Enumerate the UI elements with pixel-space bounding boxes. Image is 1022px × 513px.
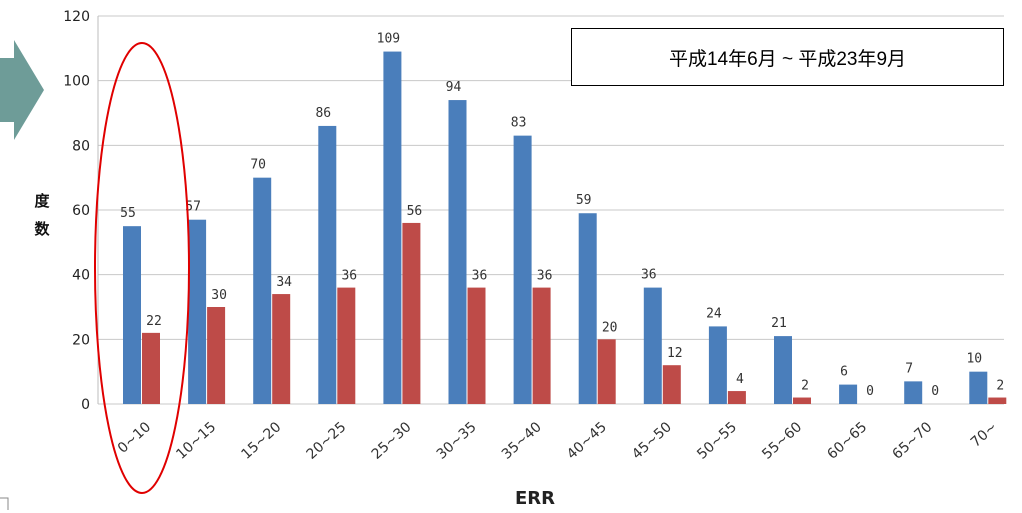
data-label-s2-12: 0 (931, 384, 939, 399)
y-tick-label-20: 20 (72, 332, 90, 348)
data-label-s2-10: 2 (801, 379, 809, 394)
data-label-s2-4: 56 (407, 204, 423, 219)
highlight-ellipse (94, 42, 190, 494)
bar-s1-5 (448, 100, 467, 405)
data-label-s1-9: 24 (706, 306, 722, 321)
bar-s2-10 (793, 397, 811, 404)
y-tick-label-40: 40 (72, 268, 90, 284)
y-axis-label-char-1: 度 (34, 192, 50, 210)
x-tick-label-1: 10~15 (173, 419, 219, 463)
bar-s1-4 (383, 51, 402, 405)
y-axis-label-char-2: 数 (34, 220, 50, 238)
data-label-s2-11: 0 (866, 384, 874, 399)
data-label-s1-4: 109 (377, 32, 400, 47)
bar-s1-13 (969, 371, 988, 404)
data-label-s2-2: 34 (276, 275, 292, 290)
data-label-s1-3: 86 (315, 106, 331, 121)
corner-mark (0, 497, 9, 510)
data-label-s2-5: 36 (472, 269, 488, 284)
x-tick-label-4: 25~30 (369, 419, 415, 463)
bar-s2-2 (272, 294, 291, 404)
x-tick-label-0: 0~10 (115, 419, 154, 457)
data-label-s2-7: 20 (602, 320, 618, 335)
x-tick-label-5: 30~35 (434, 419, 480, 463)
x-tick-label-12: 65~70 (889, 419, 935, 463)
date-range-text: 平成14年6月 ~ 平成23年9月 (668, 48, 907, 70)
y-tick-label-80: 80 (72, 138, 90, 154)
data-label-s1-13: 10 (966, 352, 982, 367)
bar-s1-8 (643, 287, 662, 404)
bar-s2-6 (532, 287, 551, 404)
bar-s1-6 (513, 135, 532, 404)
data-label-s1-6: 83 (511, 116, 527, 131)
x-tick-label-11: 60~65 (824, 419, 870, 463)
bar-s2-9 (727, 391, 746, 404)
data-label-s1-10: 21 (771, 316, 787, 331)
bar-s2-3 (337, 287, 356, 404)
data-label-s2-8: 12 (667, 346, 683, 361)
data-label-s1-1: 57 (185, 200, 201, 215)
date-range-annotation: 平成14年6月 ~ 平成23年9月 (571, 28, 1004, 86)
x-tick-label-3: 20~25 (304, 419, 350, 463)
data-label-s1-11: 6 (840, 365, 848, 380)
bar-s1-2 (253, 177, 272, 404)
x-tick-label-7: 40~45 (564, 419, 610, 463)
x-tick-label-10: 55~60 (759, 419, 805, 463)
data-label-s2-0: 22 (146, 314, 162, 329)
bar-s2-13 (988, 397, 1007, 404)
data-label-s1-5: 94 (446, 80, 462, 95)
x-tick-label-8: 45~50 (629, 419, 675, 463)
bar-s1-7 (578, 213, 597, 404)
data-label-s1-0: 55 (120, 206, 136, 221)
bar-s1-3 (318, 125, 337, 404)
bar-s1-12 (904, 381, 923, 404)
data-label-s2-3: 36 (341, 269, 357, 284)
x-tick-label-6: 35~40 (499, 419, 545, 463)
bar-s2-7 (597, 339, 616, 404)
x-tick-label-13: 70~ (968, 419, 1001, 451)
data-label-s2-1: 30 (211, 288, 227, 303)
data-label-s2-9: 4 (736, 372, 744, 387)
y-tick-label-60: 60 (72, 203, 90, 219)
data-label-s1-2: 70 (250, 158, 266, 173)
bar-s1-0 (123, 226, 141, 404)
data-label-s2-6: 36 (537, 269, 553, 284)
x-tick-label-2: 15~20 (238, 419, 284, 463)
y-tick-label-100: 100 (63, 74, 90, 90)
bar-s2-4 (402, 222, 421, 404)
bar-s1-11 (839, 384, 858, 404)
left-arrow-icon (0, 40, 44, 140)
data-label-s1-12: 7 (905, 361, 913, 376)
bar-s2-5 (467, 287, 486, 404)
y-tick-label-0: 0 (81, 397, 90, 413)
data-label-s2-13: 2 (996, 379, 1004, 394)
bar-s1-10 (774, 336, 792, 404)
bar-s2-8 (662, 365, 681, 404)
data-label-s1-7: 59 (576, 193, 592, 208)
x-tick-label-9: 50~55 (694, 419, 740, 463)
bar-s1-9 (708, 326, 727, 404)
y-tick-label-120: 120 (63, 9, 90, 25)
bar-s1-1 (188, 219, 207, 404)
bar-s2-0 (142, 332, 160, 404)
bar-s2-1 (207, 307, 226, 404)
x-axis-label: ERR (514, 488, 556, 509)
data-label-s1-8: 36 (641, 268, 657, 283)
